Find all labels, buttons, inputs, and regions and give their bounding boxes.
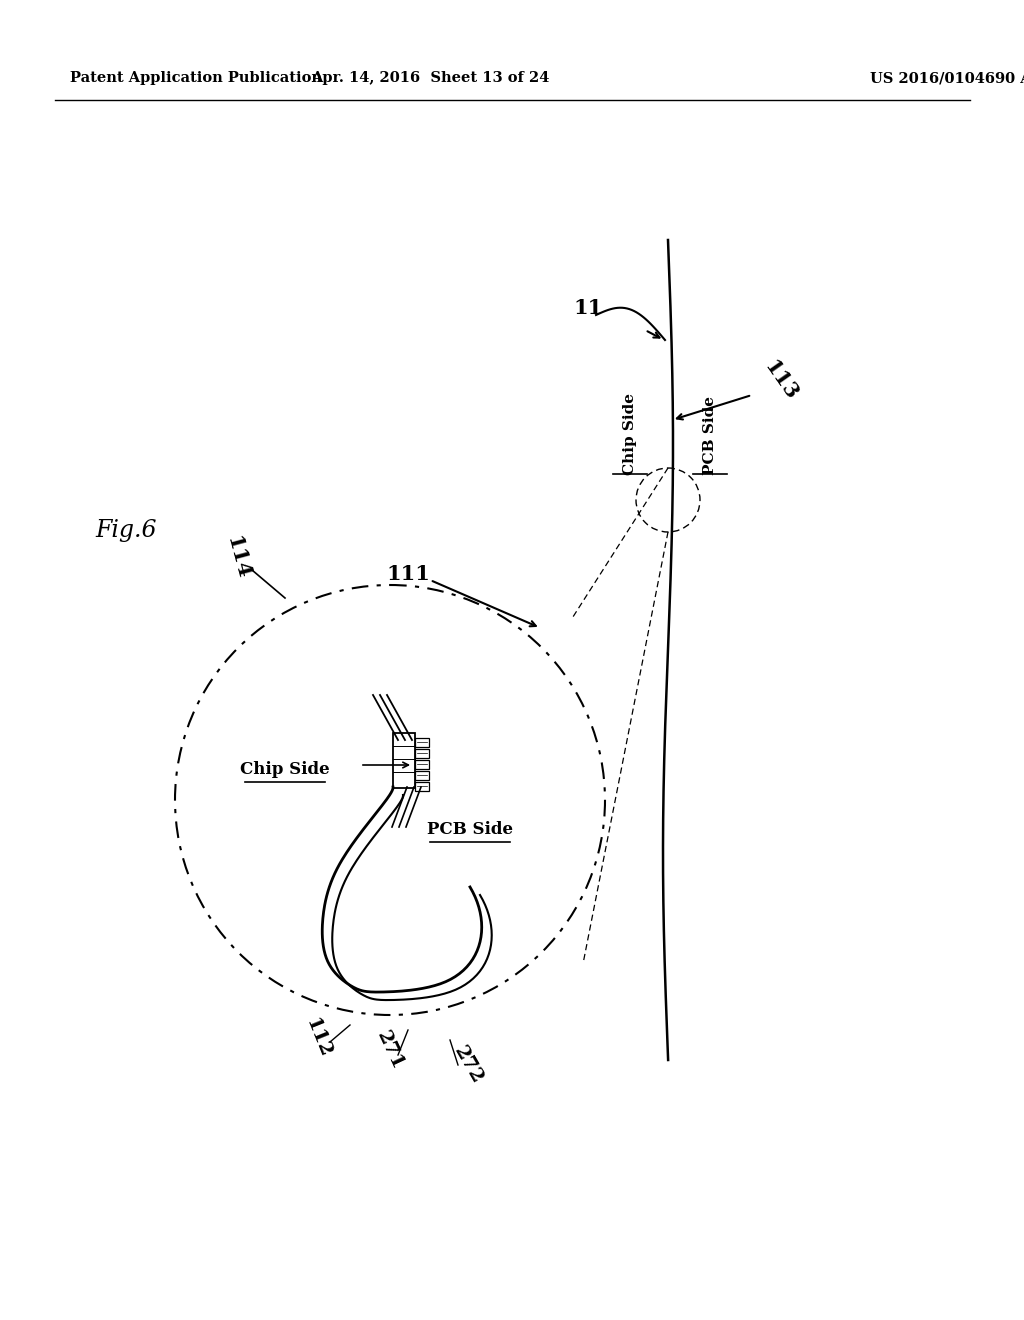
Bar: [415, 760, 429, 770]
Text: 272: 272: [451, 1043, 486, 1088]
Text: 112: 112: [302, 1015, 334, 1060]
Text: US 2016/0104690 A1: US 2016/0104690 A1: [870, 71, 1024, 84]
Bar: [415, 738, 429, 747]
Text: Apr. 14, 2016  Sheet 13 of 24: Apr. 14, 2016 Sheet 13 of 24: [311, 71, 549, 84]
Bar: [415, 748, 429, 758]
Text: PCB Side: PCB Side: [427, 821, 513, 838]
Bar: [415, 781, 429, 791]
Text: PCB Side: PCB Side: [703, 396, 717, 475]
Text: Chip Side: Chip Side: [241, 762, 330, 779]
Text: Fig.6: Fig.6: [95, 519, 157, 541]
Text: Chip Side: Chip Side: [623, 393, 637, 475]
Text: 114: 114: [222, 535, 253, 582]
Text: Patent Application Publication: Patent Application Publication: [70, 71, 322, 84]
Bar: [393, 733, 415, 788]
Text: 11: 11: [573, 298, 603, 318]
Text: 113: 113: [760, 356, 802, 404]
Text: 111: 111: [386, 564, 430, 583]
Text: 271: 271: [373, 1028, 407, 1072]
Bar: [415, 771, 429, 780]
